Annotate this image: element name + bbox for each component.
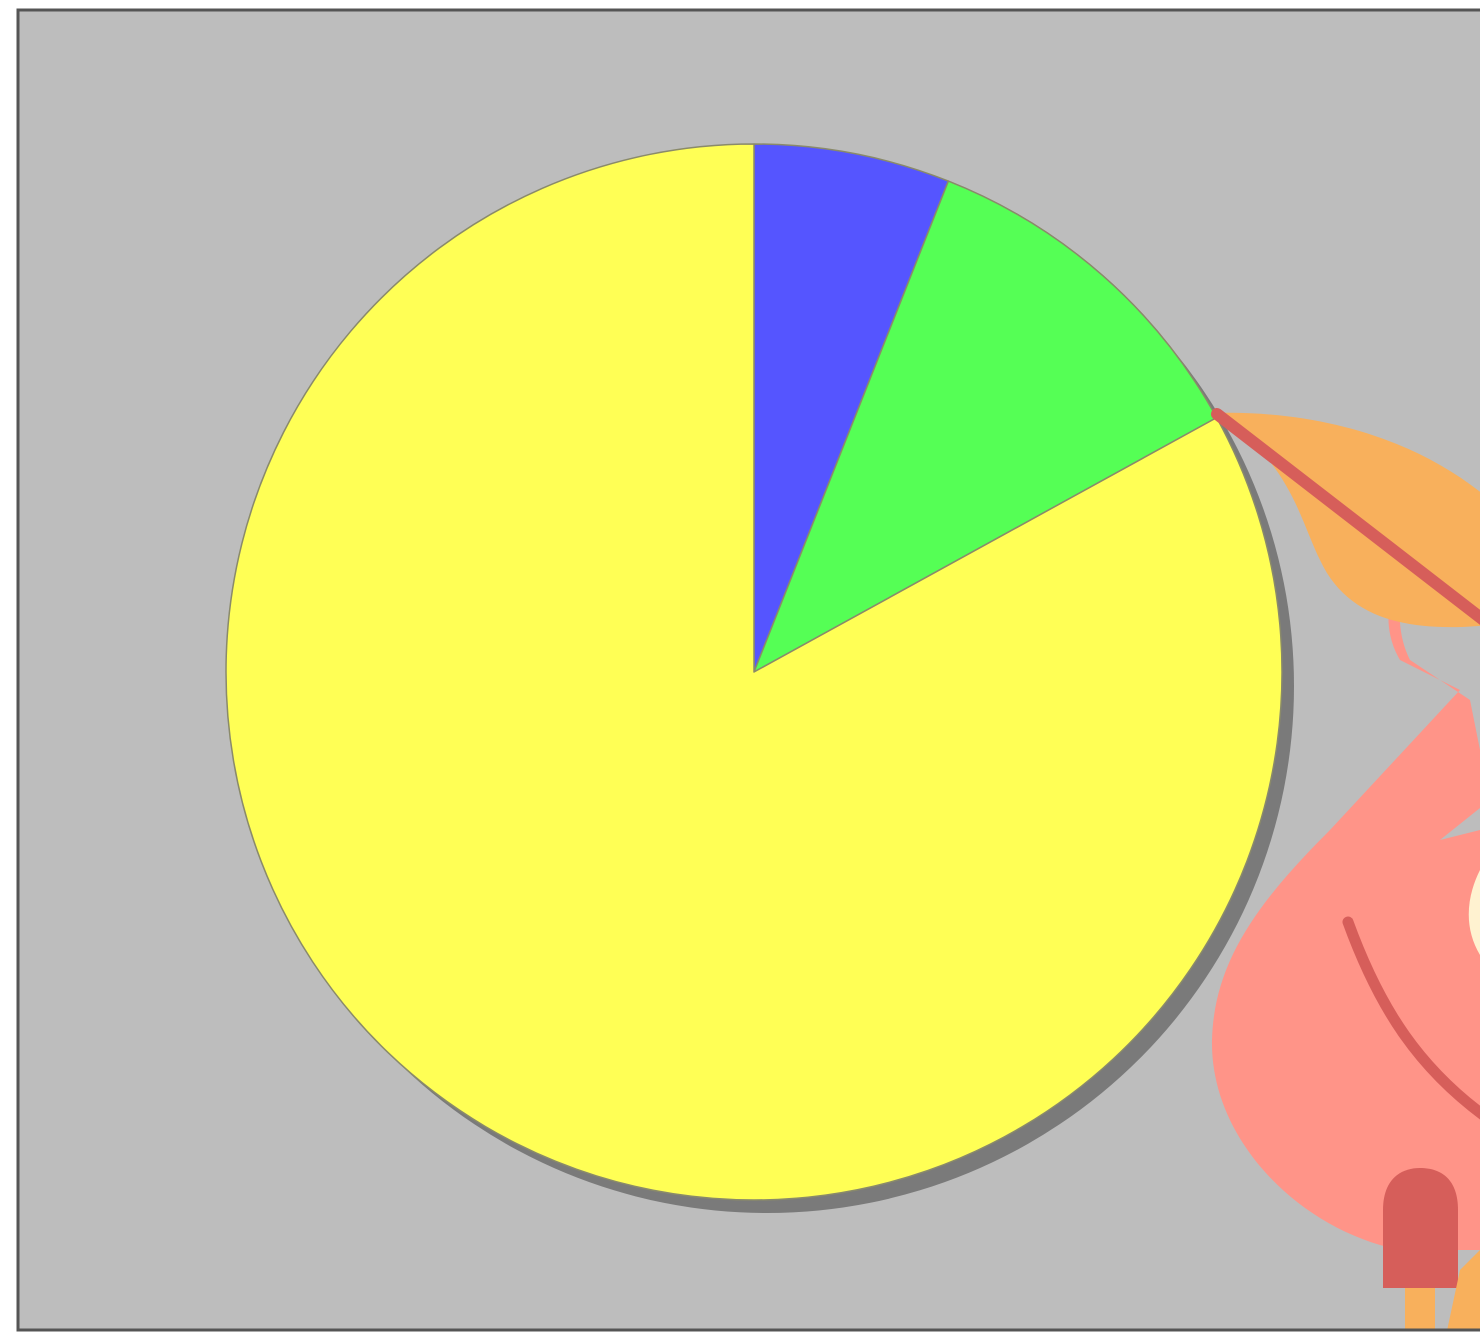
chart-frame bbox=[16, 8, 1480, 1332]
figure-body bbox=[1211, 480, 1480, 1250]
figure-pointer-line bbox=[1211, 408, 1480, 625]
figure-arc-line bbox=[1342, 916, 1480, 1120]
pie-slice-1 bbox=[753, 143, 950, 673]
decorative-cartoon-figure bbox=[1211, 408, 1480, 1330]
figure-leg bbox=[1405, 1288, 1435, 1330]
pie-slice-2 bbox=[753, 180, 1218, 673]
figure-highlight bbox=[1468, 870, 1480, 955]
figure-boot bbox=[1383, 1168, 1458, 1288]
pie-slice-3 bbox=[225, 143, 1283, 1201]
pie-slices bbox=[225, 143, 1283, 1201]
figure-leg-2 bbox=[1447, 1250, 1480, 1330]
